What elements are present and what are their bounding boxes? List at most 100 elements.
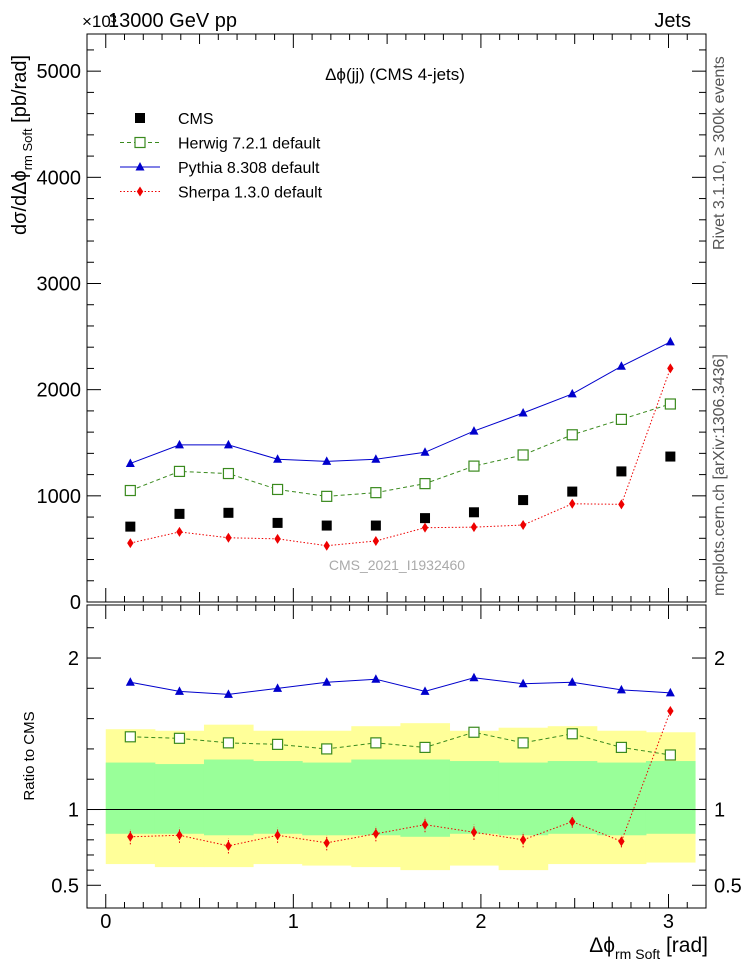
band-inner-bin <box>498 762 549 836</box>
x-label-sub: rm Soft <box>615 946 660 962</box>
point-herwig-7-2-1-default <box>370 487 382 499</box>
ratio-point-pythia-8-308-default <box>420 686 430 695</box>
point-cms <box>518 495 529 506</box>
ratio-point-pythia-8-308-default <box>469 672 479 682</box>
ratio-y-tick-label-right: 2 <box>714 648 725 670</box>
x-label-main: Δϕ <box>589 934 615 957</box>
point-sherpa-1-3-0-default <box>569 498 576 509</box>
legend-label-sherpa-1-3-0-default: Sherpa 1.3.0 default <box>178 185 323 202</box>
ratio-point-sherpa-1-3-0-default <box>569 816 576 827</box>
point-cms <box>616 466 627 477</box>
band-inner-bin <box>596 762 647 836</box>
point-cms <box>223 507 234 518</box>
point-herwig-7-2-1-default <box>664 398 676 410</box>
ratio-point-sherpa-1-3-0-default <box>323 837 330 848</box>
ratio-point-pythia-8-308-default <box>125 677 135 686</box>
y-label-units: [pb/rad] <box>9 55 31 128</box>
ratio-point-herwig-7-2-1-default <box>271 738 284 750</box>
point-pythia-8-308-default <box>518 408 528 417</box>
point-pythia-8-308-default <box>322 456 332 465</box>
band-inner-bin <box>449 761 500 834</box>
ratio-point-herwig-7-2-1-default <box>615 741 628 754</box>
point-herwig-7-2-1-default <box>124 484 136 497</box>
main-series-layer <box>124 336 676 551</box>
main-axis-ticks: 0 1000 2000 3000 4000 5000 <box>37 34 706 614</box>
band-inner-bin <box>253 761 303 834</box>
series-line-herwig-7-2-1-default <box>130 403 671 497</box>
y-tick-label: 4000 <box>37 167 82 189</box>
ratio-point-sherpa-1-3-0-default <box>667 706 674 717</box>
point-herwig-7-2-1-default <box>468 460 480 472</box>
ratio-y-tick-label: 0.5 <box>51 875 79 897</box>
ratio-point-pythia-8-308-default <box>273 683 283 692</box>
point-herwig-7-2-1-default <box>419 478 431 490</box>
point-sherpa-1-3-0-default <box>323 540 330 551</box>
ratio-point-pythia-8-308-default <box>616 684 626 694</box>
ratio-y-tick-label-right: 1 <box>714 800 725 822</box>
ratio-point-sherpa-1-3-0-default <box>519 834 527 845</box>
x-tick-label: 1 <box>288 911 299 933</box>
y-label-sub: rm Soft <box>20 128 35 170</box>
ratio-frame <box>86 604 707 909</box>
ratio-point-sherpa-1-3-0-default <box>127 831 134 842</box>
ratio-point-herwig-7-2-1-default <box>468 726 480 738</box>
point-herwig-7-2-1-default <box>566 429 578 441</box>
point-pythia-8-308-default <box>174 439 184 449</box>
point-sherpa-1-3-0-default <box>667 363 674 374</box>
ratio-point-pythia-8-308-default <box>567 677 577 686</box>
ratio-point-sherpa-1-3-0-default <box>421 819 429 830</box>
ratio-point-herwig-7-2-1-default <box>321 743 333 755</box>
ratio-point-pythia-8-308-default <box>665 687 675 697</box>
ratio-point-sherpa-1-3-0-default <box>176 830 183 841</box>
point-sherpa-1-3-0-default <box>421 522 429 533</box>
point-herwig-7-2-1-default <box>321 490 333 502</box>
point-pythia-8-308-default <box>567 388 577 398</box>
svg-text:Δϕrm Soft [rad]: Δϕrm Soft [rad] <box>589 934 708 962</box>
ratio-line-herwig-7-2-1-default <box>130 731 671 756</box>
mcplots-label: mcplots.cern.ch [arXiv:1306.3436] <box>711 354 728 596</box>
svg-text:dσ/dΔϕrm Soft [pb/rad]: dσ/dΔϕrm Soft [pb/rad] <box>9 55 35 235</box>
y-tick-label: 0 <box>70 592 81 614</box>
y-axis-label: dσ/dΔϕrm Soft [pb/rad] <box>9 55 35 235</box>
point-pythia-8-308-default <box>616 361 626 370</box>
y-tick-label: 1000 <box>37 486 82 508</box>
point-pythia-8-308-default <box>665 336 675 346</box>
point-cms <box>567 486 578 497</box>
main-panel: 0 1000 2000 3000 4000 5000 Δϕ(jj) (CMS 4-jets… <box>37 33 707 614</box>
band-inner-bin <box>645 761 696 834</box>
ratio-point-sherpa-1-3-0-default <box>225 840 232 851</box>
series-line-pythia-8-308-default <box>130 341 671 464</box>
point-sherpa-1-3-0-default <box>372 535 380 546</box>
legend-marker-herwig-7-2-1-default <box>134 136 146 149</box>
ratio-point-herwig-7-2-1-default <box>517 737 529 749</box>
ratio-panel: 0.5 0.5 1 1 2 2 <box>51 604 742 909</box>
header-energy: 13000 GeV pp <box>108 10 237 32</box>
ratio-point-pythia-8-308-default <box>174 686 184 695</box>
legend-marker-pythia-8-308-default <box>135 162 145 171</box>
y-tick-label: 5000 <box>37 61 82 83</box>
point-pythia-8-308-default <box>420 447 430 456</box>
band-inner-bin <box>105 762 156 834</box>
chart-title: Δϕ(jj) (CMS 4-jets) <box>325 65 465 84</box>
ratio-point-pythia-8-308-default <box>223 689 233 698</box>
point-pythia-8-308-default <box>273 454 283 463</box>
ratio-point-pythia-8-308-default <box>371 674 381 683</box>
x-tick-label: 2 <box>475 911 486 933</box>
ratio-point-sherpa-1-3-0-default <box>618 836 625 847</box>
point-sherpa-1-3-0-default <box>176 526 183 537</box>
ratio-axis-ticks: 0.5 0.5 1 1 2 2 <box>51 605 742 908</box>
ratio-point-herwig-7-2-1-default <box>419 741 431 754</box>
point-pythia-8-308-default <box>125 458 135 467</box>
ratio-point-sherpa-1-3-0-default <box>274 830 281 841</box>
legend: CMS Herwig 7.2.1 default Pythia 8.308 defa… <box>120 111 323 202</box>
point-herwig-7-2-1-default <box>222 467 235 480</box>
ratio-line-pythia-8-308-default <box>130 677 671 695</box>
point-sherpa-1-3-0-default <box>274 533 281 544</box>
band-inner-bin <box>302 762 352 836</box>
ratio-point-herwig-7-2-1-default <box>173 732 186 744</box>
point-sherpa-1-3-0-default <box>225 532 232 543</box>
point-cms <box>125 521 136 532</box>
ratio-point-sherpa-1-3-0-default <box>470 827 478 838</box>
point-sherpa-1-3-0-default <box>127 538 134 549</box>
